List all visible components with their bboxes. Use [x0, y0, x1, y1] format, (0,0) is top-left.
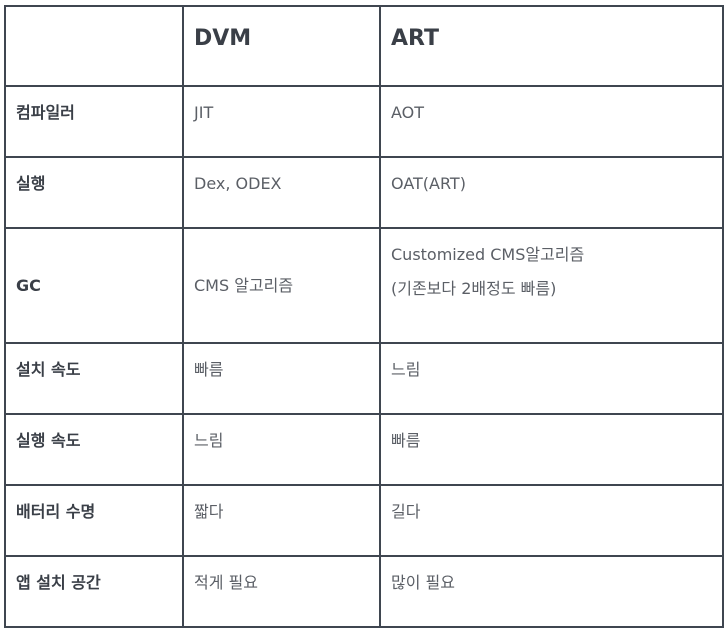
- table-row: 컴파일러 JIT AOT: [4, 85, 724, 158]
- table-row: 실행 Dex, ODEX OAT(ART): [4, 156, 724, 229]
- row-label: 실행: [4, 156, 184, 229]
- row-label: GC: [4, 227, 184, 344]
- table-row: 설치 속도 빠름 느림: [4, 342, 724, 415]
- table-row: GC CMS 알고리즘 Customized CMS알고리즘 (기존보다 2배정…: [4, 227, 724, 344]
- header-art: ART: [379, 5, 724, 87]
- dvm-value: CMS 알고리즘: [182, 227, 381, 344]
- header-dvm: DVM: [182, 5, 381, 87]
- art-value: OAT(ART): [379, 156, 724, 229]
- table-row: 배터리 수명 짧다 길다: [4, 484, 724, 557]
- table-row: 앱 설치 공간 적게 필요 많이 필요: [4, 555, 724, 628]
- header-corner-cell: [4, 5, 184, 87]
- art-value-line: (기존보다 2배정도 빠름): [391, 279, 557, 298]
- dvm-value: 빠름: [182, 342, 381, 415]
- table-header-row: DVM ART: [4, 5, 724, 87]
- art-value-line: Customized CMS알고리즘: [391, 245, 585, 264]
- dvm-value: 적게 필요: [182, 555, 381, 628]
- dvm-value: Dex, ODEX: [182, 156, 381, 229]
- dvm-value: 느림: [182, 413, 381, 486]
- art-value: 빠름: [379, 413, 724, 486]
- art-value: Customized CMS알고리즘 (기존보다 2배정도 빠름): [379, 227, 724, 344]
- row-label: 실행 속도: [4, 413, 184, 486]
- dvm-value: JIT: [182, 85, 381, 158]
- dvm-value: 짧다: [182, 484, 381, 557]
- art-value: 많이 필요: [379, 555, 724, 628]
- row-label: 컴파일러: [4, 85, 184, 158]
- row-label: 배터리 수명: [4, 484, 184, 557]
- row-label: 앱 설치 공간: [4, 555, 184, 628]
- art-value: AOT: [379, 85, 724, 158]
- comparison-table: DVM ART 컴파일러 JIT AOT 실행 Dex, ODEX OAT(AR…: [4, 5, 724, 628]
- art-value: 길다: [379, 484, 724, 557]
- table-row: 실행 속도 느림 빠름: [4, 413, 724, 486]
- row-label: 설치 속도: [4, 342, 184, 415]
- art-value: 느림: [379, 342, 724, 415]
